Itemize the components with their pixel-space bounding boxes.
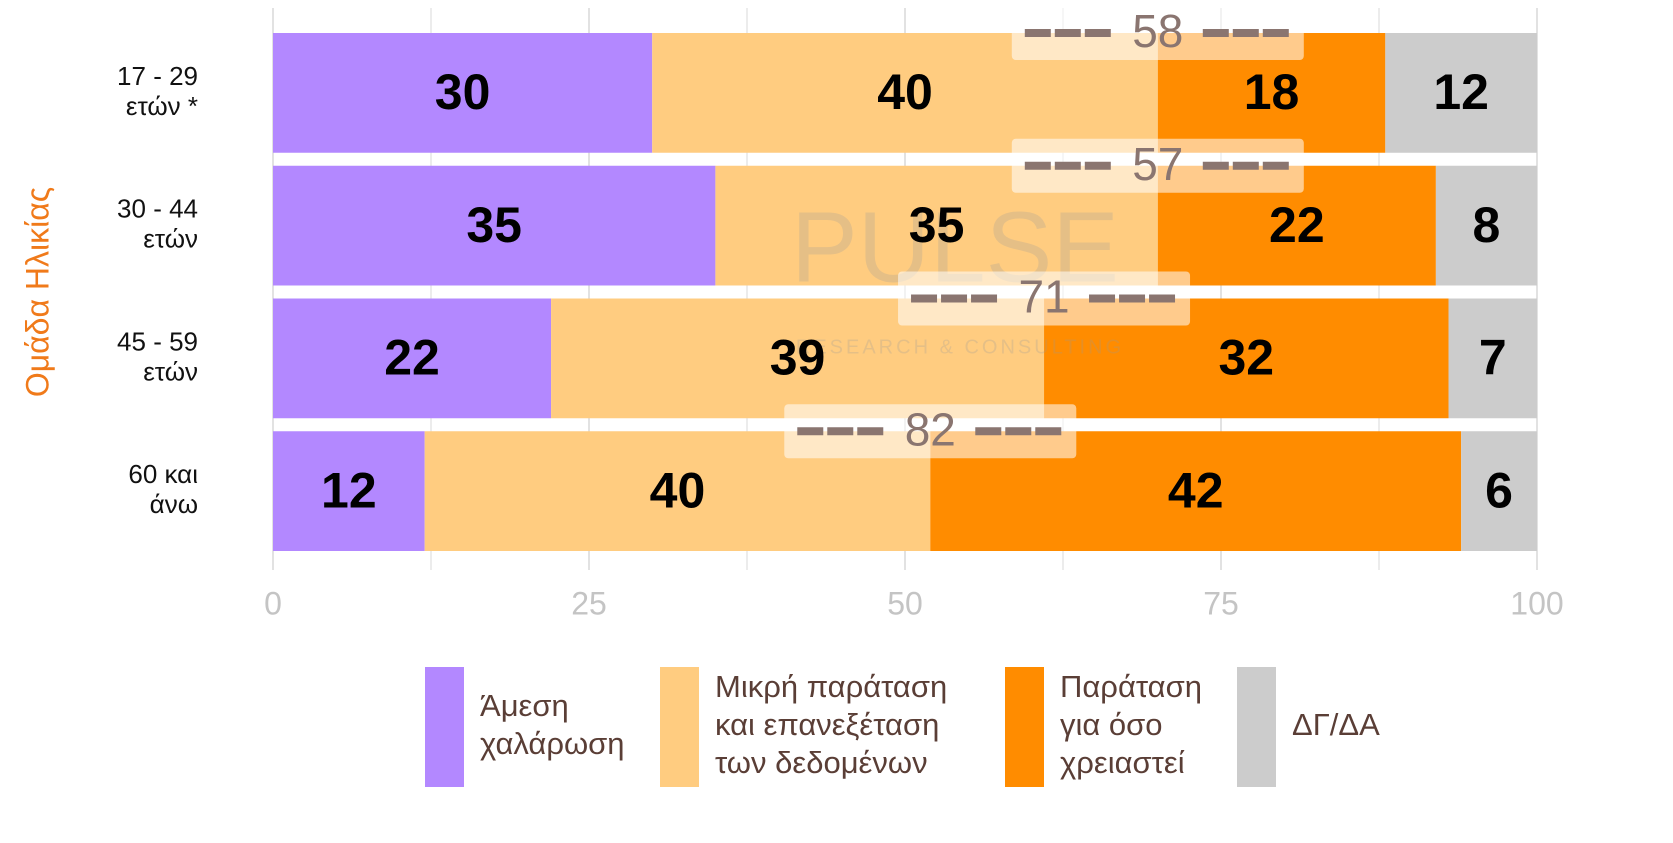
bar-segment	[1461, 431, 1537, 551]
legend-label: για όσο	[1060, 707, 1163, 742]
data-label: 22	[384, 330, 440, 386]
legend-label: Παράταση	[1060, 669, 1202, 704]
legend-label: ΔΓ/ΔΑ	[1292, 707, 1380, 742]
annotation-label: 58	[1132, 5, 1183, 57]
legend-swatch	[660, 667, 699, 787]
x-tick-label: 100	[1510, 585, 1563, 621]
data-label: 35	[909, 197, 965, 253]
data-label: 40	[650, 462, 706, 518]
data-label: 12	[1433, 64, 1489, 120]
annotation-box	[898, 271, 1191, 326]
data-label: 39	[770, 330, 826, 386]
annotation-box	[784, 404, 1077, 459]
legend-swatch	[1005, 667, 1044, 787]
legend-label: Άμεση	[480, 688, 569, 723]
bar-segment	[273, 33, 653, 153]
data-label: 6	[1485, 462, 1513, 518]
y-tick-label: ετών	[143, 224, 198, 254]
y-tick-label: 45 - 59	[117, 326, 198, 356]
annotation-label: 71	[1018, 271, 1069, 323]
y-axis-label: Ομάδα Ηλικίας	[19, 187, 55, 397]
bars	[273, 33, 1537, 551]
y-tick-label: 30 - 44	[117, 194, 198, 224]
y-tick-label: 60 και	[128, 459, 198, 489]
bar-segment	[1385, 33, 1537, 153]
data-label: 22	[1269, 197, 1325, 253]
data-label: 7	[1479, 330, 1507, 386]
data-label: 40	[877, 64, 933, 120]
legend-label: και επανεξέταση	[715, 707, 939, 742]
annotation-label: 82	[905, 403, 956, 455]
annotation-box	[1011, 6, 1304, 60]
annotation-box	[1011, 138, 1304, 193]
legend-swatch	[425, 667, 464, 787]
bar-segment	[1448, 298, 1537, 419]
legend-label: των δεδομένων	[715, 745, 928, 780]
legend-label: Μικρή παράταση	[715, 669, 947, 704]
data-label: 18	[1244, 64, 1300, 120]
y-tick-label: 17 - 29	[117, 61, 198, 91]
y-tick-label: ετών	[143, 356, 198, 386]
bar-segment	[273, 165, 716, 286]
data-label: 35	[466, 197, 522, 253]
x-tick-label: 75	[1203, 585, 1239, 621]
y-tick-label: άνω	[150, 489, 198, 519]
x-tick-label: 25	[571, 585, 607, 621]
bar-segment	[273, 298, 552, 419]
data-label: 30	[435, 64, 491, 120]
bar-segment	[1435, 165, 1537, 286]
legend-label: χρειαστεί	[1060, 745, 1185, 780]
data-label: 8	[1473, 197, 1501, 253]
x-tick-label: 0	[264, 585, 282, 621]
annotation-label: 57	[1132, 138, 1183, 190]
legend-label: χαλάρωση	[480, 726, 625, 761]
x-tick-label: 50	[887, 585, 923, 621]
data-label: 12	[321, 462, 377, 518]
watermark-subtitle: RESEARCH & CONSULTING	[796, 336, 1124, 358]
bar-segment	[273, 431, 425, 551]
data-label: 32	[1218, 330, 1274, 386]
y-tick-label: ετών *	[126, 91, 198, 121]
data-label: 42	[1168, 462, 1224, 518]
legend-swatch	[1237, 667, 1276, 787]
